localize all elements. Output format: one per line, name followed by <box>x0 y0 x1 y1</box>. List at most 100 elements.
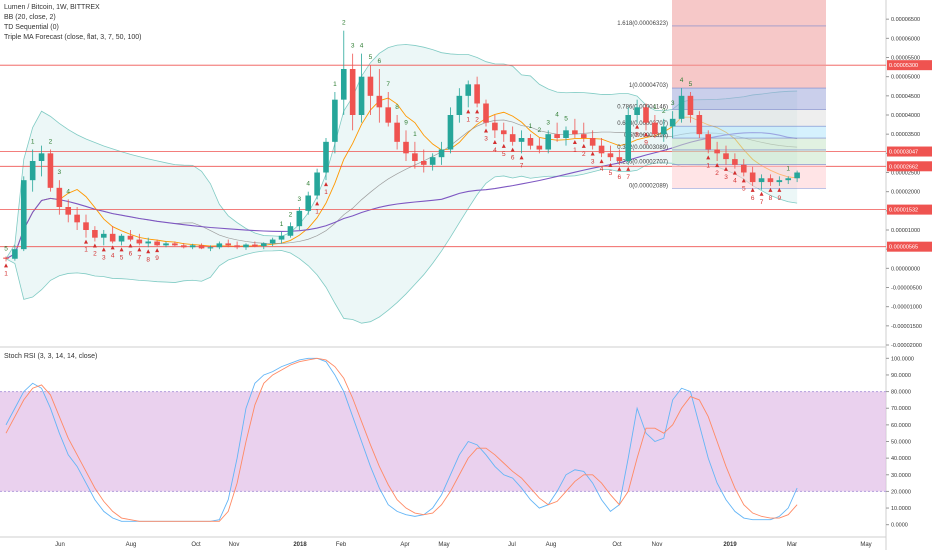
fib-zone-top <box>672 0 826 26</box>
td-count-label: 7 <box>520 162 524 169</box>
price-tag <box>887 241 932 252</box>
candle-body <box>243 244 249 248</box>
td-arrow <box>519 155 524 160</box>
candle-body <box>429 157 436 165</box>
candle-body <box>714 149 720 154</box>
td-arrow <box>750 187 755 192</box>
rsi-tick-label: 50.0000 <box>891 440 911 446</box>
td-arrow <box>110 245 115 250</box>
price-tick-label: -0.00002000 <box>891 343 922 349</box>
td-arrow <box>501 143 506 148</box>
candle-body <box>394 122 400 142</box>
td-count-label: 4 <box>66 188 70 195</box>
candle-body <box>287 226 294 236</box>
fib-zone <box>672 109 826 127</box>
price-tick-label: 0.00006000 <box>891 36 920 42</box>
candle-body <box>340 69 347 100</box>
candle-body <box>500 130 507 135</box>
td-count-label: 7 <box>386 81 390 88</box>
td-count-label: 7 <box>760 199 764 206</box>
price-tag <box>887 204 932 215</box>
td-arrow <box>715 163 720 167</box>
candle-body <box>580 134 587 138</box>
candle-body <box>20 180 27 250</box>
td-count-label: 2 <box>662 108 666 115</box>
candle-body <box>625 115 632 161</box>
candle-body <box>358 76 365 115</box>
candle-body <box>447 115 454 150</box>
candle-body <box>678 95 685 119</box>
td-count-label: 1 <box>466 116 470 123</box>
td-count-label: 5 <box>120 254 124 261</box>
rsi-tick-label: 90.0000 <box>891 373 911 379</box>
td-count-label: 2 <box>93 251 97 258</box>
td-count-label: 1 <box>31 139 35 146</box>
td-count-label: 3 <box>298 196 302 203</box>
td-count-label: 5 <box>369 54 373 61</box>
td-count-label: 9 <box>404 119 408 126</box>
stoch-rsi-d <box>5 357 798 522</box>
rsi-tick-label: 10.0000 <box>891 506 911 512</box>
candle-body <box>252 244 258 247</box>
price-tick-label: 0.00003500 <box>891 132 920 138</box>
td-arrow <box>315 201 320 206</box>
td-count-label: 5 <box>609 170 613 177</box>
td-arrow <box>466 109 471 114</box>
fib-label: 0.236(0.00002707) <box>617 160 668 166</box>
td-arrow <box>759 191 764 196</box>
candle-body <box>732 159 738 165</box>
td-count-label: 6 <box>618 174 622 181</box>
price-tick-label: 0.00001000 <box>891 228 920 234</box>
td-count-label: 3 <box>724 174 728 181</box>
price-tag <box>887 60 932 71</box>
price-tag-label: 0.00005300 <box>889 63 918 69</box>
candle-body <box>483 103 489 123</box>
td-count-label: 7 <box>138 254 142 261</box>
candle-body <box>465 84 472 96</box>
rsi-tick-label: 80.0000 <box>891 390 911 396</box>
candle-body <box>634 107 640 115</box>
fib-label: 0(0.00002089) <box>629 183 668 189</box>
td-count-label: 1 <box>315 208 319 215</box>
rsi-tick-label: 40.0000 <box>891 456 911 462</box>
candle-body <box>785 178 792 181</box>
price-tag <box>887 146 932 157</box>
candle-body <box>518 138 525 142</box>
candle-body <box>652 122 658 135</box>
candle-body <box>509 134 516 142</box>
td-arrow <box>599 159 604 164</box>
candle-body <box>154 241 160 246</box>
td-count-label: 3 <box>58 169 62 176</box>
td-arrow <box>581 143 586 148</box>
time-tick-label: Jul <box>508 542 516 548</box>
td-arrow <box>590 151 595 156</box>
candle-body <box>3 257 9 259</box>
candle-body <box>163 243 169 246</box>
candle-body <box>474 84 480 104</box>
candle-body <box>367 76 374 96</box>
candle-body <box>145 241 152 244</box>
price-tick-label: 0.00006500 <box>891 17 920 23</box>
candle-body <box>216 243 223 248</box>
candle-body <box>545 134 552 150</box>
candle-body <box>207 247 214 249</box>
td-count-label: 3 <box>102 254 106 261</box>
td-arrow <box>741 178 746 183</box>
candle-body <box>269 239 276 244</box>
candle-body <box>225 243 232 246</box>
price-tag <box>887 161 932 172</box>
rsi-tick-label: 0.0000 <box>891 523 908 529</box>
td-count-label: 6 <box>511 155 515 162</box>
td-arrow <box>572 140 577 144</box>
td-count-label: 2 <box>715 170 719 177</box>
price-tick-label: -0.00000500 <box>891 286 922 292</box>
candle-body <box>314 172 320 196</box>
price-tag-label: 0.00000565 <box>889 245 918 251</box>
candle-body <box>598 145 605 154</box>
candle-body <box>740 164 747 173</box>
td-count-label: 1 <box>786 165 790 172</box>
candle-body <box>56 187 63 207</box>
time-tick-label: Nov <box>229 542 240 548</box>
td-count-label: 4 <box>493 147 497 154</box>
td-arrow <box>635 124 640 129</box>
